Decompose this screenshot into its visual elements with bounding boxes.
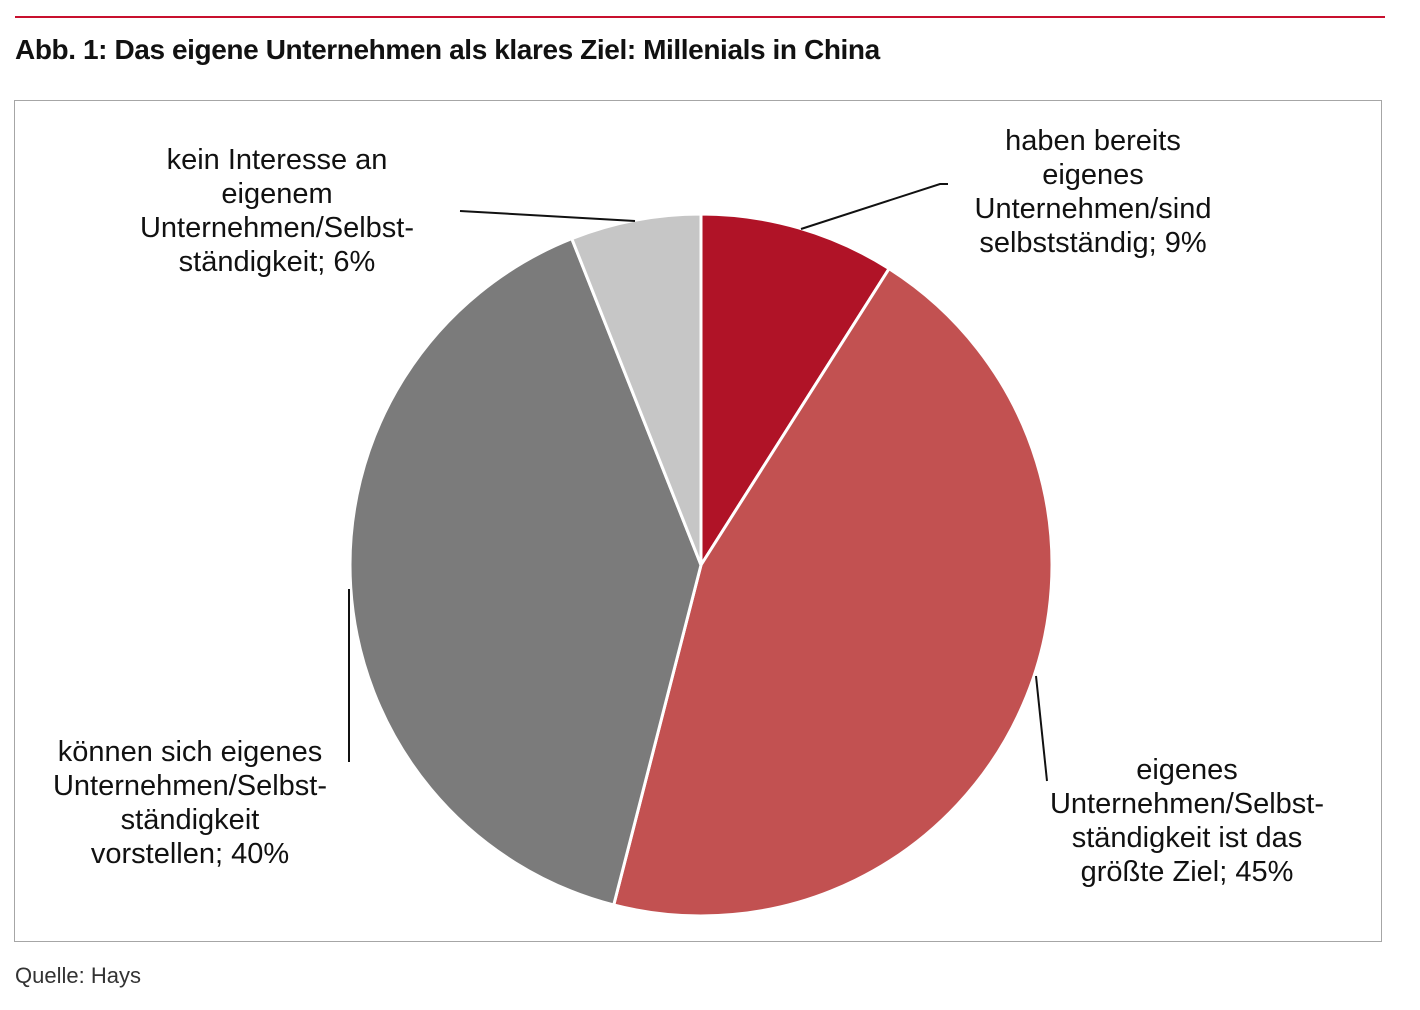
pie-slices [348,212,1054,918]
pie-slice-3 [570,212,703,567]
chart-frame [14,100,1382,942]
slice-label-biggest-goal: eigenes Unternehmen/Selbst- ständigkeit … [1049,754,1325,888]
leader-line-slice-0 [800,183,948,230]
leader-lines [348,183,1048,782]
slice-label-can-imagine: können sich eigenes Unternehmen/Selbst- … [52,736,328,870]
source-note: Quelle: Hays [15,963,141,988]
pie-slice-0 [699,212,891,567]
figure-title: Abb. 1: Das eigene Unternehmen als klare… [15,34,880,65]
top-rule [15,16,1385,18]
slice-label-self-employed: haben bereits eigenes Unternehmen/sind s… [974,125,1212,259]
leader-line-slice-3 [459,210,636,222]
pie-slice-2 [348,237,703,907]
leader-line-slice-1 [1035,675,1048,782]
pie-slice-1 [612,267,1054,918]
slice-label-no-interest: kein Interesse an eigenem Unternehmen/Se… [139,144,415,278]
